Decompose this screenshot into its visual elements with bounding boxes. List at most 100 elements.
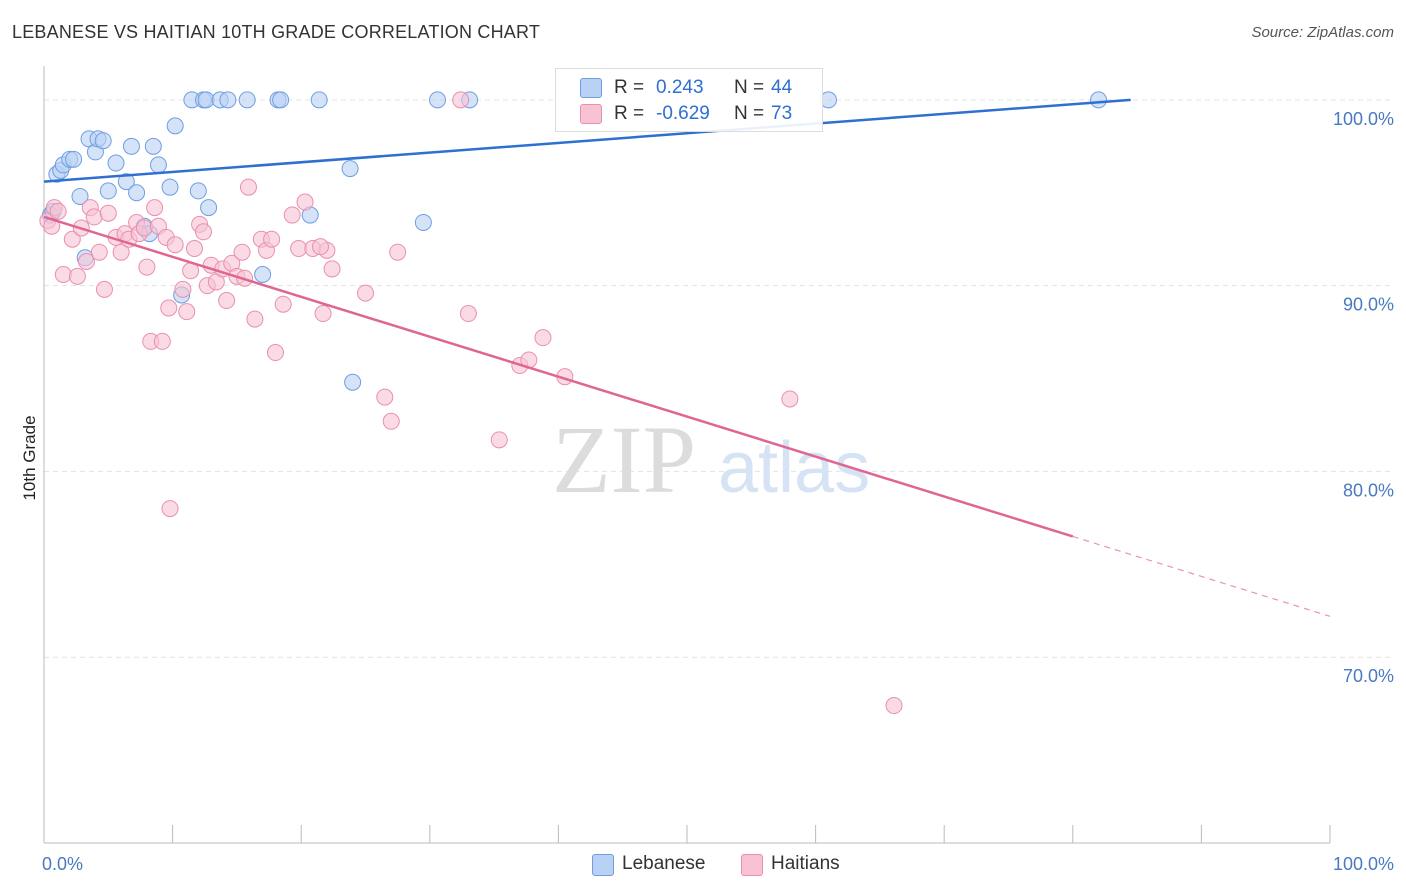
haitians-point	[311, 238, 329, 256]
n-label: N =	[734, 103, 765, 124]
watermark-zip: ZIP	[552, 406, 696, 513]
haitians-point	[68, 267, 86, 285]
haitians-trend-line	[43, 215, 1074, 538]
lebanese-point	[71, 187, 89, 205]
haitians-point	[389, 243, 407, 261]
haitians-point	[239, 178, 257, 196]
haitians-point	[534, 329, 552, 347]
tick-labels: 70.0% 80.0% 90.0% 100.0% 0.0% 100.0%	[42, 109, 1394, 874]
y-axis-label: 10th Grade	[20, 415, 39, 500]
haitians-point	[885, 697, 903, 715]
haitians-point	[85, 208, 103, 226]
lebanese-point	[65, 150, 83, 168]
haitians-point	[112, 243, 130, 261]
lebanese-point	[272, 91, 290, 109]
haitians-point	[185, 239, 203, 257]
lebanese-trend-line	[43, 98, 1131, 183]
lebanese-point	[94, 132, 112, 150]
haitians-r-value: -0.629	[656, 103, 710, 124]
watermark: ZIP atlas	[552, 406, 870, 513]
lebanese-legend-label: Lebanese	[622, 853, 706, 874]
haitians-point	[296, 193, 314, 211]
trend-lines	[43, 98, 1331, 617]
chart-title: LEBANESE VS HAITIAN 10TH GRADE CORRELATI…	[12, 22, 541, 42]
haitians-point	[274, 295, 292, 313]
haitians-point	[138, 258, 156, 276]
haitians-point	[323, 260, 341, 278]
haitians-n-value: 73	[771, 103, 793, 124]
legend-row-lebanese: R = 0.243 N = 44	[556, 75, 822, 101]
lebanese-point	[310, 91, 328, 109]
haitians-point	[178, 303, 196, 321]
haitians-point	[99, 204, 117, 222]
haitians-point	[382, 412, 400, 430]
haitians-point	[781, 390, 799, 408]
lebanese-point	[219, 91, 237, 109]
lebanese-point	[189, 182, 207, 200]
haitians-point	[452, 91, 470, 109]
lebanese-point	[200, 199, 218, 217]
r-label: R =	[614, 103, 645, 124]
lebanese-point	[144, 137, 162, 155]
haitians-legend-swatch	[741, 854, 763, 876]
lebanese-point	[344, 373, 362, 391]
haitians-point	[376, 388, 394, 406]
correlation-legend: R = 0.243 N = 44 R = -0.629 N = 73	[555, 68, 823, 132]
series-legend: Lebanese Haitians	[0, 852, 1406, 878]
haitians-point	[161, 500, 179, 518]
haitians-point	[290, 239, 308, 257]
watermark-atlas: atlas	[718, 428, 870, 508]
lebanese-point	[161, 178, 179, 196]
haitians-point	[146, 199, 164, 217]
haitians-point	[459, 305, 477, 323]
haitians-point	[95, 280, 113, 298]
r-label: R =	[614, 77, 645, 98]
y-tick-label: 100.0%	[1333, 109, 1394, 129]
haitians-point	[266, 344, 284, 362]
lebanese-point	[197, 91, 215, 109]
lebanese-point	[238, 91, 256, 109]
haitians-swatch	[580, 104, 602, 124]
haitians-point	[54, 266, 72, 284]
haitians-point	[166, 236, 184, 254]
lebanese-point	[166, 117, 184, 135]
x-tick-label-max: 100.0%	[1333, 854, 1394, 874]
lebanese-point	[128, 184, 146, 202]
haitians-points	[39, 91, 903, 715]
lebanese-swatch	[580, 78, 602, 98]
haitians-point	[283, 206, 301, 224]
haitians-point	[194, 223, 212, 241]
haitians-point	[490, 431, 508, 449]
haitians-point	[218, 292, 236, 310]
lebanese-point	[429, 91, 447, 109]
lebanese-n-value: 44	[771, 77, 793, 98]
lebanese-point	[341, 160, 359, 178]
y-tick-label: 90.0%	[1343, 295, 1394, 315]
lebanese-point	[99, 182, 117, 200]
haitians-point	[135, 219, 153, 237]
haitians-point	[314, 305, 332, 323]
haitians-point	[174, 280, 192, 298]
lebanese-point	[254, 266, 272, 284]
lebanese-point	[117, 173, 135, 191]
haitians-point	[263, 230, 281, 248]
lebanese-point	[149, 156, 167, 174]
haitians-point	[153, 332, 171, 350]
source-credit: Source: ZipAtlas.com	[1251, 24, 1394, 41]
lebanese-point	[122, 137, 140, 155]
haitians-point	[77, 252, 95, 270]
haitians-point	[160, 299, 178, 317]
haitians-point	[49, 202, 67, 220]
haitians-trend-extension	[1072, 535, 1331, 617]
haitians-legend-label: Haitians	[771, 853, 840, 874]
y-tick-label: 80.0%	[1343, 480, 1394, 500]
y-tick-label: 70.0%	[1343, 666, 1394, 686]
lebanese-point	[1090, 91, 1108, 109]
lebanese-point	[414, 213, 432, 231]
haitians-point	[90, 243, 108, 261]
axes-layer	[43, 66, 1331, 844]
lebanese-r-value: 0.243	[656, 77, 704, 98]
x-tick-label-min: 0.0%	[42, 854, 83, 874]
haitians-point	[63, 230, 81, 248]
